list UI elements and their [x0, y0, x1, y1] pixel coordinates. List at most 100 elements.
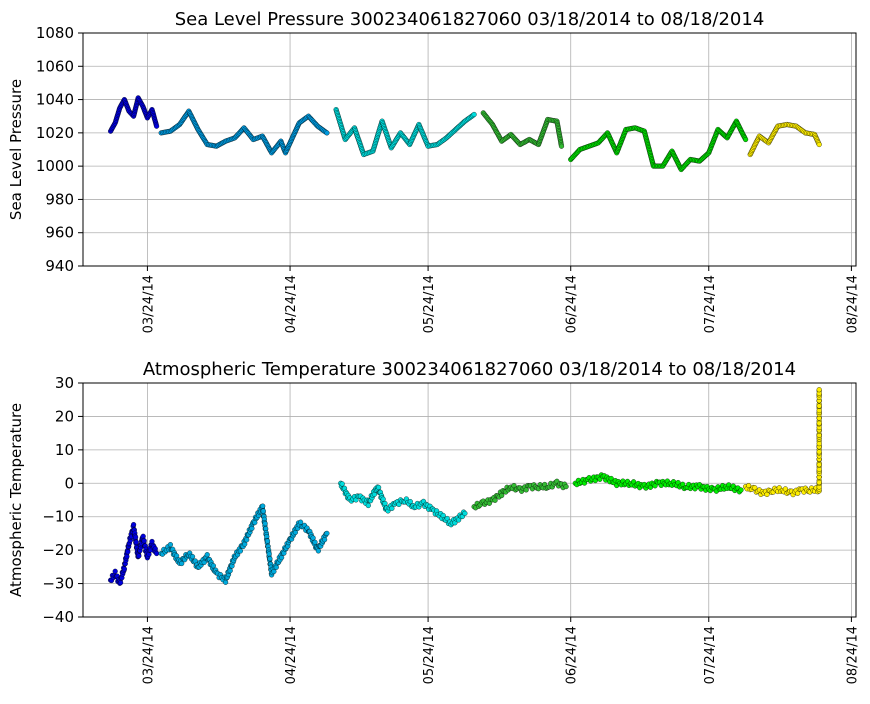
y-tick-label: −20 [42, 541, 74, 559]
y-tick-label: 1040 [36, 91, 74, 109]
data-point [154, 123, 160, 129]
x-tick-label: 06/24/14 [565, 626, 580, 684]
data-point [242, 541, 248, 547]
series-3 [480, 110, 565, 149]
x-tick-label: 03/24/14 [141, 275, 156, 333]
data-point [816, 387, 822, 393]
data-point [133, 534, 139, 540]
y-tick-label: 940 [45, 257, 74, 275]
data-point [260, 508, 266, 514]
x-tick-label: 06/24/14 [565, 275, 580, 333]
data-point [154, 550, 160, 557]
data-point [204, 552, 210, 558]
data-point [738, 487, 744, 493]
data-point [244, 537, 250, 543]
series-1 [158, 108, 330, 156]
data-point [179, 560, 185, 567]
data-point [816, 432, 822, 438]
data-point [816, 420, 822, 426]
data-point [141, 538, 147, 544]
atmospheric-temperature-panel: −40 −30 −20 −10 0 10 20 30 03/24/14 04/24/14 05/24… [7, 359, 860, 684]
data-point [816, 141, 822, 148]
data-point [262, 521, 268, 527]
data-point [298, 519, 304, 525]
data-point [223, 579, 229, 585]
y-tick-label: 1060 [36, 57, 74, 75]
data-point [816, 462, 822, 468]
data-point [136, 553, 142, 559]
x-tick-label: 04/24/14 [284, 275, 299, 333]
data-point [118, 580, 124, 586]
data-point [279, 555, 285, 561]
data-point [816, 403, 822, 409]
plot-frame [82, 32, 857, 267]
data-point [210, 563, 216, 569]
x-tick-label: 05/24/14 [422, 275, 437, 333]
data-point [365, 502, 371, 509]
data-point [444, 515, 450, 522]
data-point [339, 481, 345, 487]
data-point [396, 501, 402, 507]
data-point [795, 490, 801, 496]
data-point [499, 492, 505, 499]
y-tick-label: −10 [42, 508, 74, 526]
series-5 [747, 121, 822, 158]
y-tick-label: −30 [42, 575, 74, 593]
data-point [273, 564, 279, 570]
chart-title: Sea Level Pressure 300234061827060 03/18… [175, 9, 765, 30]
series-1 [158, 503, 330, 585]
y-tick-label: 960 [45, 224, 74, 242]
series-4 [568, 118, 749, 173]
data-point [322, 537, 328, 543]
x-tick-label: 05/24/14 [422, 626, 437, 684]
data-point [227, 568, 233, 574]
data-point [264, 538, 271, 544]
data-point [271, 568, 277, 575]
data-point [121, 566, 127, 572]
y-tick-label: −40 [42, 608, 74, 626]
data-point [189, 554, 196, 560]
y-tick-label: 20 [55, 407, 74, 425]
series-3 [471, 478, 569, 511]
data-point [267, 556, 273, 562]
chart-title: Atmospheric Temperature 300234061827060 … [143, 359, 796, 380]
y-tick-label: 0 [64, 474, 74, 492]
data-point [324, 130, 330, 136]
series-0 [108, 95, 160, 134]
data-point [167, 542, 173, 548]
x-tick-label: 07/24/14 [703, 275, 718, 333]
data-point [312, 539, 318, 545]
data-point [315, 548, 321, 554]
y-tick-label: 1080 [36, 24, 74, 42]
data-point [131, 522, 137, 528]
data-point [462, 510, 468, 516]
series-4 [572, 472, 744, 495]
data-point [260, 503, 266, 509]
data-point [816, 479, 822, 486]
series-2 [338, 480, 468, 528]
data-point [266, 551, 272, 557]
data-point [523, 487, 529, 493]
data-point [407, 499, 413, 505]
plot-frame [82, 382, 857, 618]
data-point [816, 449, 822, 455]
data-point [112, 568, 118, 574]
data-point [389, 505, 395, 511]
data-point [382, 500, 388, 507]
data-point [310, 535, 316, 541]
y-tick-label: 10 [55, 441, 74, 459]
data-point [492, 497, 498, 503]
data-point [816, 466, 822, 472]
data-point [237, 548, 243, 554]
data-point [124, 553, 130, 560]
data-point [324, 530, 330, 536]
x-tick-label: 04/24/14 [284, 626, 299, 684]
y-axis-label: Sea Level Pressure [7, 79, 25, 220]
data-point [563, 484, 569, 490]
series-2 [333, 107, 477, 158]
data-point [371, 491, 377, 497]
y-tick-label: 30 [55, 374, 74, 392]
data-point [743, 136, 749, 143]
